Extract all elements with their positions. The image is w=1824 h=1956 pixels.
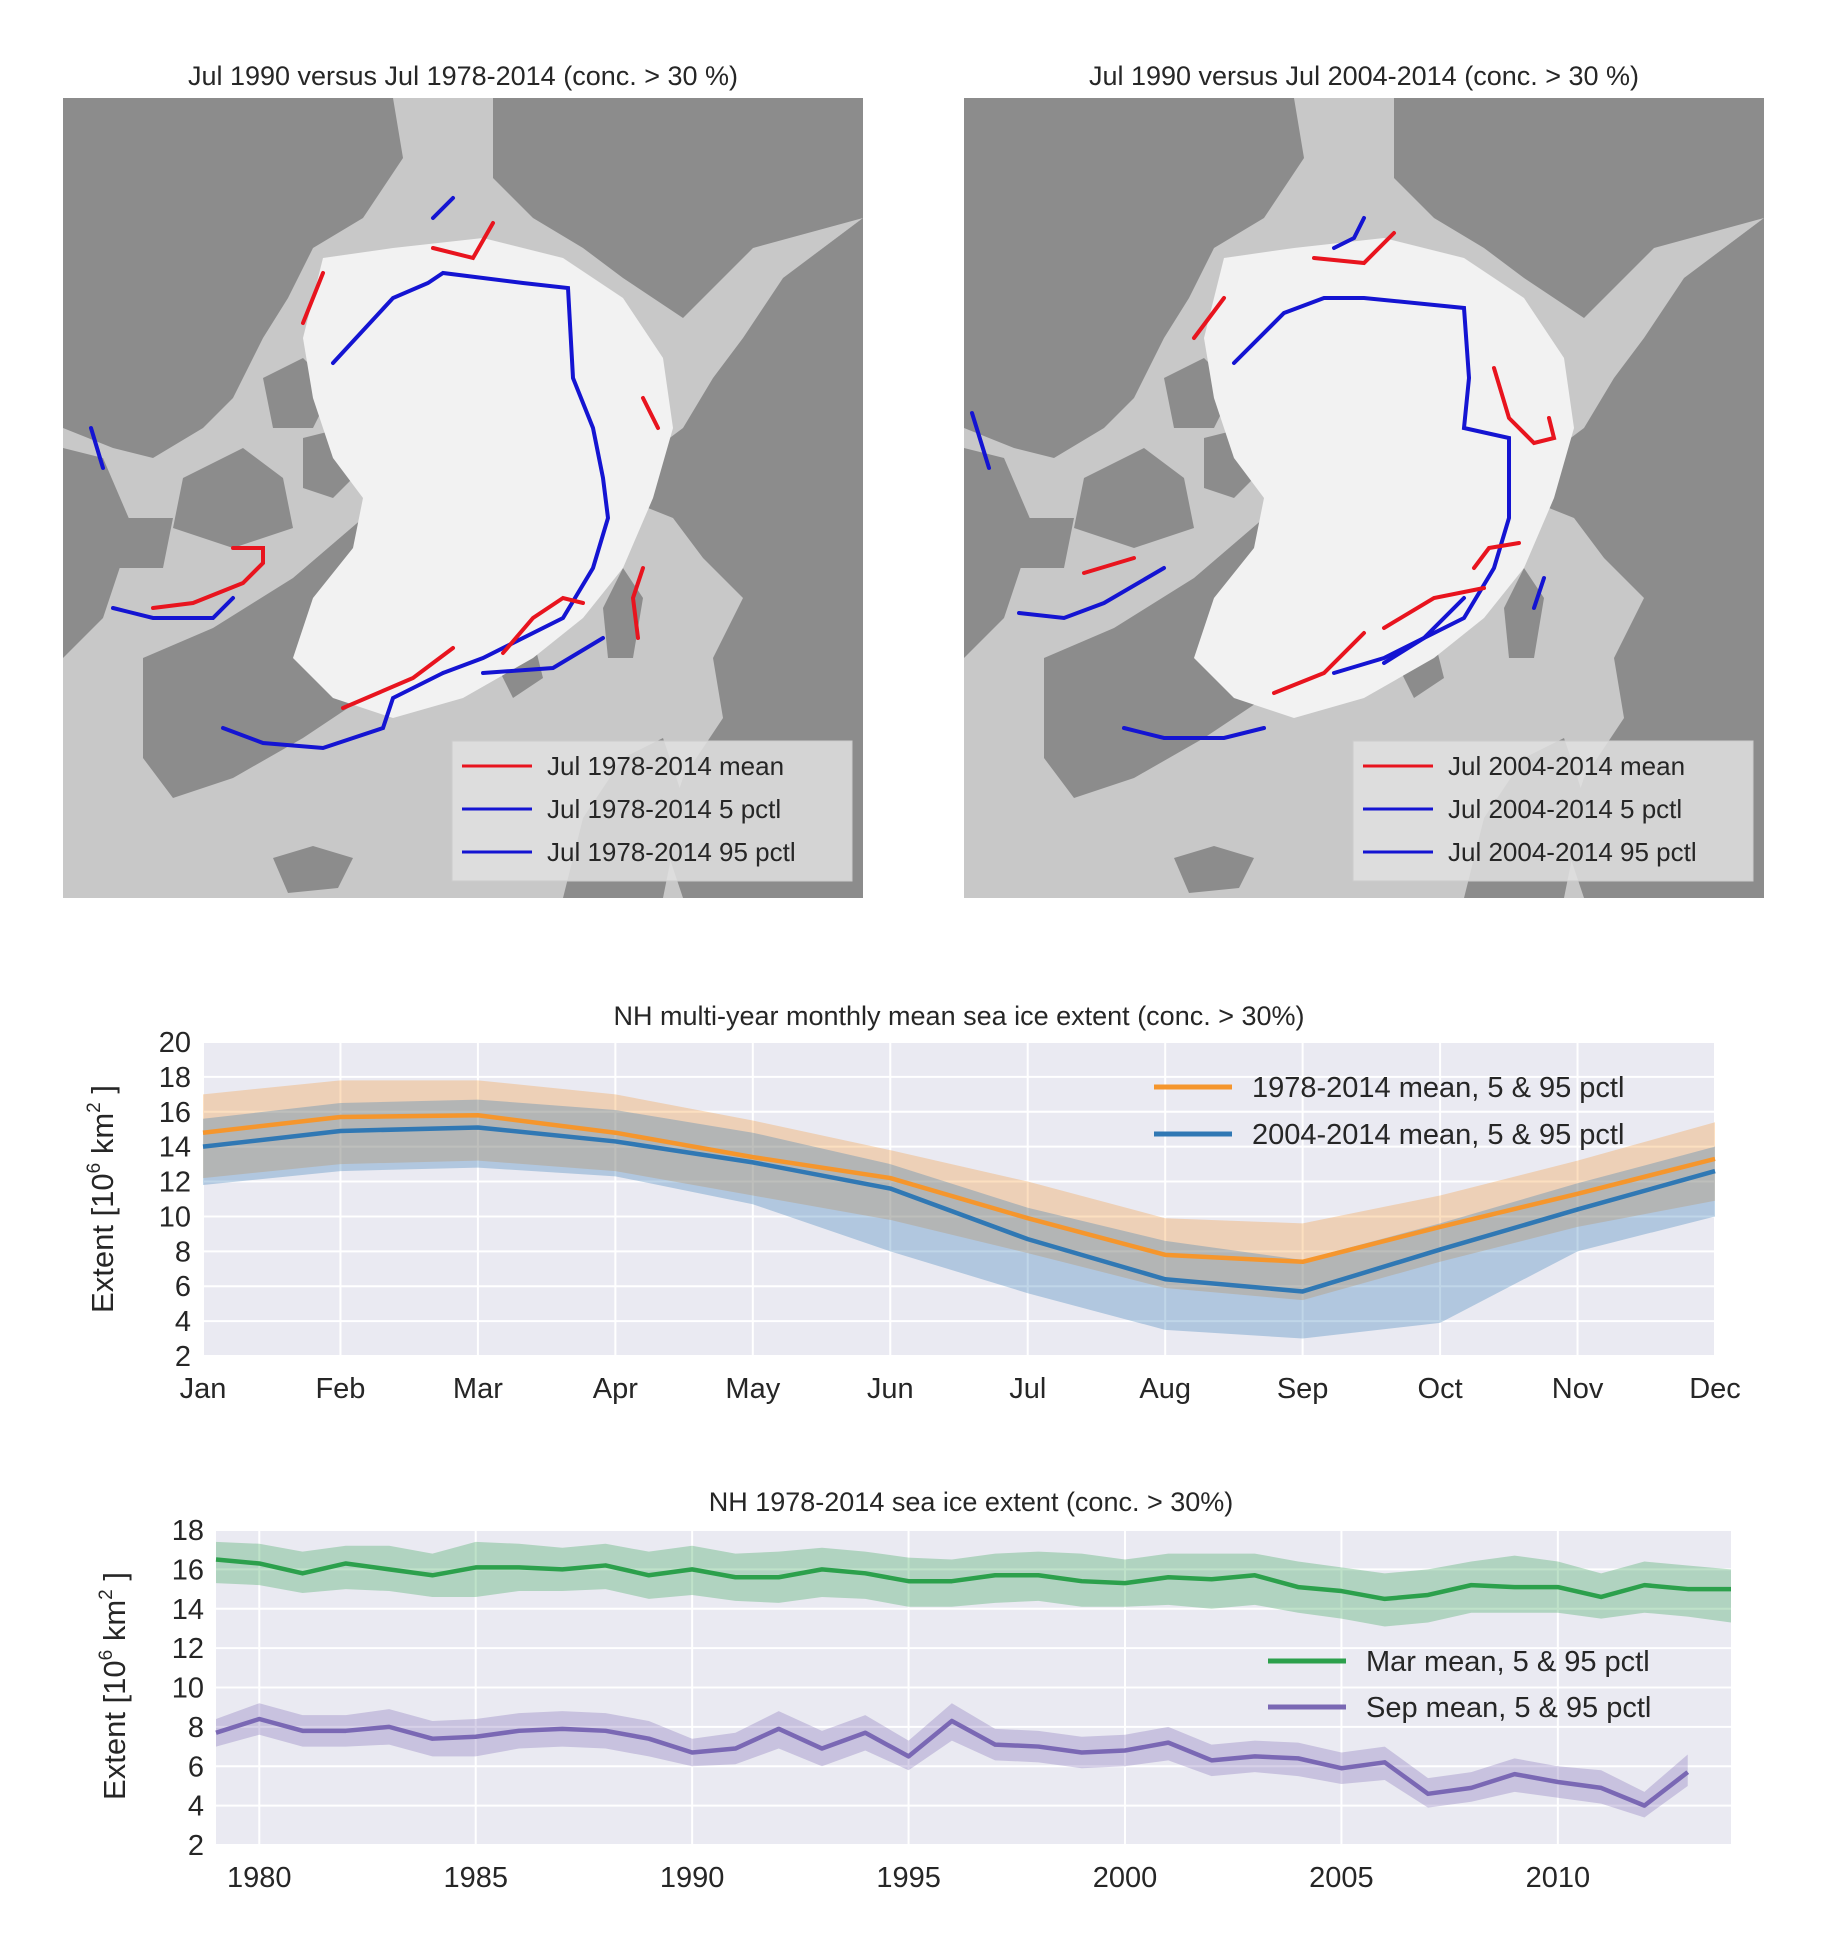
chart-1-legend: 1978-2014 mean, 5 & 95 pctl 2004-2014 me… [1154, 1072, 1624, 1151]
pctl-band-1 [216, 1541, 1731, 1627]
map-2-legend: Jul 2004-2014 mean Jul 2004-2014 5 pctl … [1352, 740, 1754, 882]
chart-1-legend-1978-2014: 1978-2014 mean, 5 & 95 pctl [1252, 1072, 1624, 1104]
y-tick-label: 2 [188, 1830, 204, 1862]
chart-1-ylabel: Extent [106 km2 ] [84, 1085, 120, 1313]
x-tick-label: 1995 [876, 1862, 941, 1894]
x-tick-label: Jul [1009, 1373, 1046, 1405]
y-tick-label: 18 [159, 1062, 191, 1094]
x-tick-label: 2000 [1093, 1862, 1158, 1894]
y-tick-label: 6 [188, 1751, 204, 1783]
monthly-extent-chart: NH multi-year monthly mean sea ice exten… [84, 1001, 1741, 1405]
y-tick-label: 4 [188, 1791, 204, 1823]
y-tick-label: 10 [159, 1201, 191, 1233]
chart-2-legend: Mar mean, 5 & 95 pctl Sep mean, 5 & 95 p… [1268, 1646, 1651, 1724]
mean-line-2 [202, 1125, 1716, 1294]
map-1-legend-95pctl: Jul 1978-2014 95 pctl [547, 837, 796, 867]
mean-line-1 [202, 1113, 1716, 1265]
map-panel-1: Jul 1990 versus Jul 1978-2014 (conc. > 3… [63, 61, 863, 898]
y-tick-label: 18 [172, 1515, 204, 1547]
map-1-title: Jul 1990 versus Jul 1978-2014 (conc. > 3… [188, 61, 738, 91]
y-tick-label: 16 [159, 1097, 191, 1129]
chart-2-title: NH 1978-2014 sea ice extent (conc. > 30%… [709, 1487, 1234, 1517]
y-tick-label: 14 [159, 1132, 191, 1164]
x-tick-label: 1980 [227, 1862, 292, 1894]
map-1-legend-mean: Jul 1978-2014 mean [547, 751, 784, 781]
y-tick-label: 16 [172, 1554, 204, 1586]
map-panel-2: Jul 1990 versus Jul 2004-2014 (conc. > 3… [964, 61, 1764, 898]
y-tick-label: 2 [175, 1341, 191, 1373]
chart-2-ylabel: Extent [106 km2 ] [96, 1572, 132, 1800]
y-tick-label: 14 [172, 1594, 204, 1626]
x-tick-label: Nov [1552, 1373, 1604, 1405]
x-tick-label: Apr [593, 1373, 638, 1405]
x-tick-label: 2010 [1526, 1862, 1591, 1894]
chart-2-legend-mar: Mar mean, 5 & 95 pctl [1366, 1646, 1650, 1678]
x-tick-label: Mar [453, 1373, 503, 1405]
x-tick-label: Jan [180, 1373, 227, 1405]
x-tick-label: Oct [1418, 1373, 1463, 1405]
x-tick-label: Sep [1277, 1373, 1329, 1405]
x-tick-label: Feb [315, 1373, 365, 1405]
x-tick-label: 1985 [443, 1862, 508, 1894]
y-tick-label: 8 [175, 1236, 191, 1268]
y-tick-label: 10 [172, 1673, 204, 1705]
map-1-legend-5pctl: Jul 1978-2014 5 pctl [547, 794, 781, 824]
pctl-band-1 [203, 1080, 1715, 1301]
map-2-legend-95pctl: Jul 2004-2014 95 pctl [1448, 837, 1697, 867]
chart-1-title: NH multi-year monthly mean sea ice exten… [613, 1001, 1304, 1031]
y-tick-label: 12 [159, 1167, 191, 1199]
x-tick-label: Dec [1689, 1373, 1741, 1405]
y-tick-label: 12 [172, 1633, 204, 1665]
mean-line-2 [215, 1716, 1690, 1808]
map-2-legend-5pctl: Jul 2004-2014 5 pctl [1448, 794, 1682, 824]
y-tick-label: 6 [175, 1271, 191, 1303]
map-2-legend-mean: Jul 2004-2014 mean [1448, 751, 1685, 781]
map-1-legend: Jul 1978-2014 mean Jul 1978-2014 5 pctl … [451, 740, 853, 882]
chart-1-legend-2004-2014: 2004-2014 mean, 5 & 95 pctl [1252, 1119, 1624, 1151]
chart-2-legend-sep: Sep mean, 5 & 95 pctl [1366, 1692, 1651, 1724]
x-tick-label: Aug [1139, 1373, 1191, 1405]
map-2-image [964, 98, 1764, 898]
mean-line-1 [215, 1557, 1731, 1602]
x-tick-label: 2005 [1309, 1862, 1374, 1894]
y-tick-label: 8 [188, 1712, 204, 1744]
y-tick-label: 4 [175, 1306, 191, 1338]
x-tick-label: Jun [867, 1373, 914, 1405]
annual-extent-chart: NH 1978-2014 sea ice extent (conc. > 30%… [96, 1487, 1731, 1894]
x-tick-label: 1990 [660, 1862, 725, 1894]
x-tick-label: May [725, 1373, 780, 1405]
y-tick-label: 20 [159, 1027, 191, 1059]
map-1-image [63, 98, 863, 898]
map-2-title: Jul 1990 versus Jul 2004-2014 (conc. > 3… [1089, 61, 1639, 91]
